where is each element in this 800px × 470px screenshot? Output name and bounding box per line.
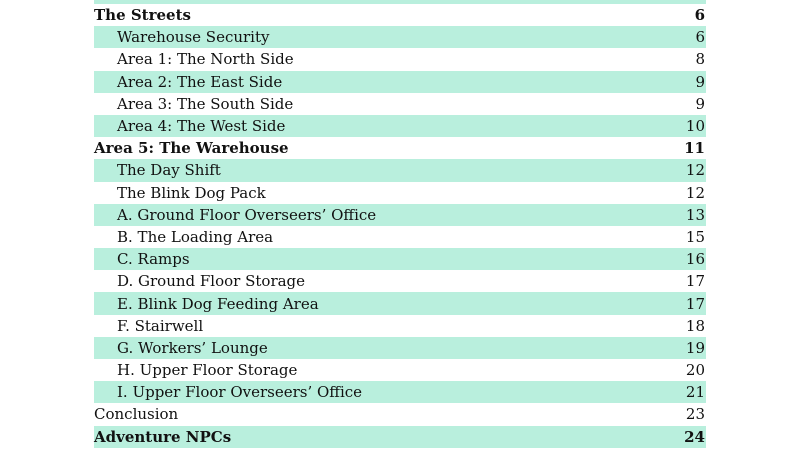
toc-entry[interactable]: Adventure NPCs 24 — [94, 425, 706, 448]
toc-entry[interactable]: Area 3: The South Side 9 — [94, 93, 706, 115]
toc-entry-title: Area 5: The Warehouse — [94, 139, 289, 158]
toc-entry-page: 6 — [694, 6, 705, 25]
toc-entry-page: 17 — [685, 272, 705, 291]
toc-entry[interactable]: Area 1: The North Side 8 — [94, 48, 706, 70]
toc-entry-title: The Blink Dog Pack — [117, 183, 266, 202]
toc-entry[interactable]: The Day Shift 12 — [94, 159, 706, 182]
toc-entry[interactable]: Area 5: The Warehouse 11 — [94, 137, 706, 159]
toc-entry[interactable]: Conclusion 23 — [94, 403, 706, 425]
toc-entry[interactable]: The Streets 6 — [94, 4, 706, 26]
toc-entry-page: 19 — [685, 338, 705, 357]
table-of-contents: The Streets 6 Warehouse Security 6 Area 1: T… — [94, 0, 706, 470]
toc-entry-page: 6 — [695, 28, 705, 47]
toc-entry-page: 11 — [684, 139, 705, 158]
toc-entry[interactable]: I. Upper Floor Overseers’ Office 21 — [94, 381, 706, 404]
toc-entry-page: 13 — [685, 205, 705, 224]
toc-entry-title: I. Upper Floor Overseers’ Office — [117, 383, 363, 402]
toc-entry[interactable]: Warehouse Security 6 — [94, 26, 706, 49]
toc-entry-page: 8 — [695, 50, 705, 69]
toc-entry-title: D. Ground Floor Storage — [117, 272, 306, 291]
toc-entry-page: 16 — [685, 250, 705, 269]
toc-entry-page: 9 — [695, 94, 705, 113]
toc-entry[interactable]: A. Ground Floor Overseers’ Office 13 — [94, 203, 706, 226]
toc-entry[interactable]: C. Ramps 16 — [94, 248, 706, 271]
toc-entry-title: B. The Loading Area — [117, 227, 274, 246]
toc-entry-page: 10 — [685, 117, 705, 136]
toc-entry[interactable]: E. Blink Dog Feeding Area 17 — [94, 292, 706, 315]
toc-entry-page: 23 — [685, 405, 705, 424]
toc-entry-title: Area 4: The West Side — [117, 117, 286, 136]
toc-entry-title: Area 3: The South Side — [117, 94, 294, 113]
toc-entry[interactable]: The Blink Dog Pack 12 — [94, 182, 706, 204]
toc-entry-title: H. Upper Floor Storage — [117, 361, 298, 380]
toc-entry-page: 12 — [685, 161, 705, 180]
toc-entry-title: Warehouse Security — [117, 28, 270, 47]
toc-entry[interactable] — [94, 0, 706, 4]
toc-entry-page: 12 — [685, 183, 705, 202]
toc-entry-title: Area 2: The East Side — [117, 72, 283, 91]
toc-entry[interactable]: Area 4: The West Side 10 — [94, 114, 706, 138]
toc-entry-page: 24 — [684, 427, 705, 446]
toc-entry[interactable]: F. Stairwell 18 — [94, 315, 706, 337]
toc-entry-title: A. Ground Floor Overseers’ Office — [117, 205, 377, 224]
toc-entry-title: Conclusion — [94, 405, 179, 424]
toc-entry[interactable]: B. The Loading Area 15 — [94, 226, 706, 248]
toc-entry-title: Adventure NPCs — [94, 427, 232, 446]
toc-entry-title: G. Workers’ Lounge — [117, 338, 268, 357]
toc-entry-page: 20 — [685, 361, 705, 380]
toc-entry[interactable]: G. Workers’ Lounge 19 — [94, 336, 706, 359]
toc-entry[interactable]: Area 2: The East Side 9 — [94, 70, 706, 93]
toc-entry[interactable]: D. Ground Floor Storage 17 — [94, 270, 706, 292]
toc-entry-title: E. Blink Dog Feeding Area — [117, 294, 319, 313]
toc-entry-page: 18 — [685, 316, 705, 335]
toc-entry-title: Area 1: The North Side — [117, 50, 294, 69]
toc-entry-page: 21 — [685, 383, 705, 402]
toc-entry-page: 17 — [685, 294, 705, 313]
toc-entry-title: F. Stairwell — [117, 316, 204, 335]
toc-entry-title: C. Ramps — [117, 250, 190, 269]
toc-entry-title: The Streets — [94, 6, 191, 25]
toc-entry-title: The Day Shift — [117, 161, 221, 180]
toc-entry[interactable]: H. Upper Floor Storage 20 — [94, 359, 706, 381]
toc-entry-page: 15 — [685, 227, 705, 246]
toc-entry-page: 9 — [695, 72, 705, 91]
toc-entry[interactable] — [94, 448, 706, 470]
